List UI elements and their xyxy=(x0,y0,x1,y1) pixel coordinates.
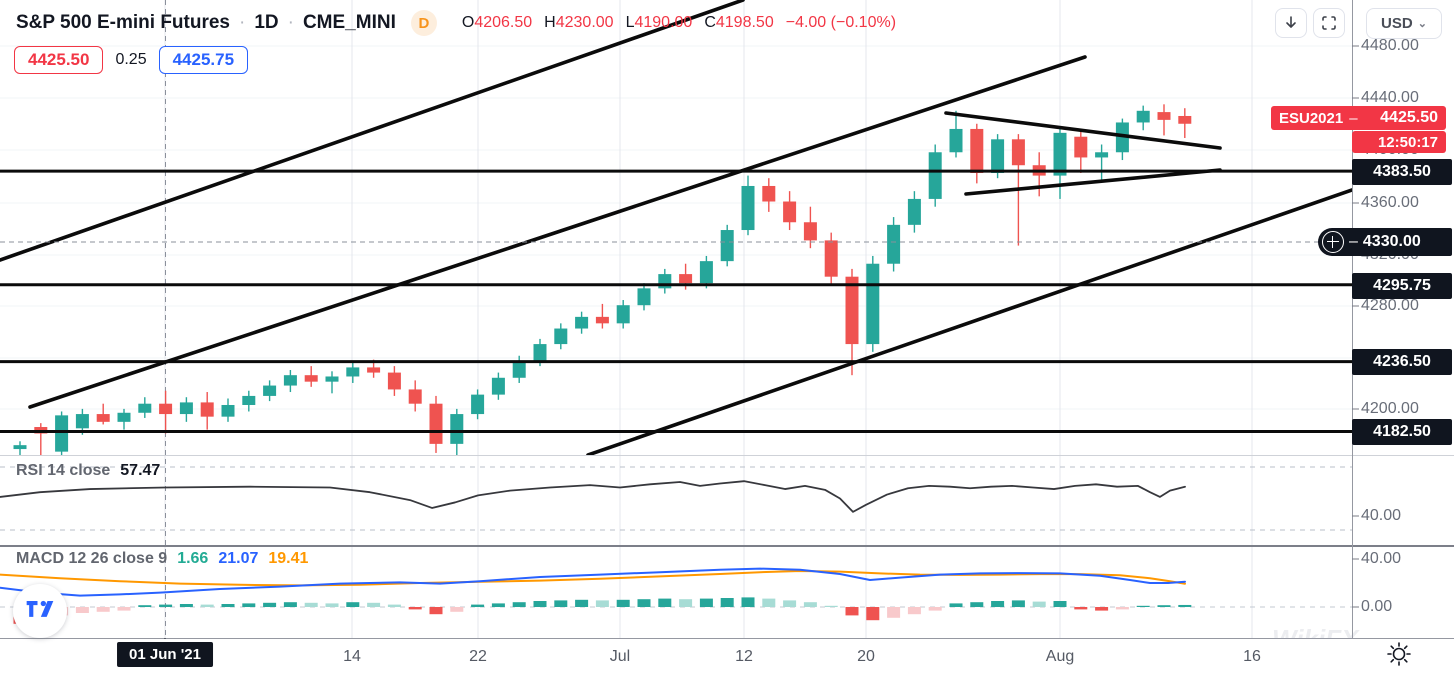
rsi-legend[interactable]: RSI 14 close 57.47 xyxy=(16,462,160,480)
rsi-title: RSI 14 close xyxy=(16,462,111,479)
symbol-title[interactable]: S&P 500 E-mini Futures xyxy=(16,12,230,33)
macd-title: MACD 12 26 close 9 xyxy=(16,550,168,567)
interval-badge[interactable]: D xyxy=(410,10,437,36)
change-value: −4.00 (−0.10%) xyxy=(785,14,897,31)
price-line-label: 4295.75 xyxy=(1352,273,1452,299)
currency-label: USD xyxy=(1381,15,1413,32)
tradingview-logo[interactable] xyxy=(13,584,67,638)
sell-bid-button[interactable]: 4425.50 xyxy=(14,46,104,74)
contract-name: ESU2021 xyxy=(1279,109,1344,127)
crosshair-price-label: – 4330.00 xyxy=(1318,228,1452,256)
macd-signal-value: 19.41 xyxy=(268,550,309,567)
price-axis-tick: 4280.00 xyxy=(1361,297,1419,314)
label-dash: – xyxy=(1349,109,1358,127)
ohlc-readout: O4206.50 H4230.00 L4190.00 C4198.50 −4.0… xyxy=(462,14,896,32)
macd-hist-value: 1.66 xyxy=(177,550,209,567)
open-value: 4206.50 xyxy=(474,14,533,31)
time-axis-label: Jul xyxy=(609,648,631,665)
price-axis-tick: 40.00 xyxy=(1361,507,1402,524)
price-axis-tick: 4360.00 xyxy=(1361,194,1419,211)
last-price-value: 4425.50 xyxy=(1380,109,1438,126)
open-label: O xyxy=(461,14,475,31)
last-price-label: ESU2021 – 4425.50 xyxy=(1271,106,1446,130)
rsi-value: 57.47 xyxy=(120,462,161,479)
price-line-label: 4236.50 xyxy=(1352,349,1452,375)
theme-toggle-button[interactable] xyxy=(1385,640,1413,673)
low-label: L xyxy=(625,14,635,31)
high-value: 4230.00 xyxy=(555,14,614,31)
fullscreen-button[interactable] xyxy=(1313,8,1345,38)
price-axis-tick: 40.00 xyxy=(1361,550,1402,567)
tradingview-logo-icon xyxy=(26,600,54,617)
time-axis-label: 12 xyxy=(735,648,753,665)
exchange-label: CME_MINI xyxy=(302,12,396,33)
quote-row: 4425.50 0.25 4425.75 xyxy=(14,46,249,74)
crosshair-price-value: 4330.00 xyxy=(1362,233,1421,250)
download-arrow-icon xyxy=(1286,16,1296,28)
label-dash: – xyxy=(1349,233,1358,250)
bar-countdown-label: 12:50:17 xyxy=(1352,131,1446,153)
title-separator: · xyxy=(239,12,246,33)
crosshair-time-label: 01 Jun '21 xyxy=(117,642,213,667)
title-separator: · xyxy=(287,12,294,33)
add-alert-plus-icon[interactable] xyxy=(1322,231,1344,253)
macd-line-value: 21.07 xyxy=(218,550,259,567)
time-axis-label: Aug xyxy=(1045,648,1075,665)
price-axis-tick: 4480.00 xyxy=(1361,37,1419,54)
price-axis-tick: 0.00 xyxy=(1361,598,1393,615)
time-axis-label: 14 xyxy=(343,648,361,665)
sun-icon xyxy=(1387,642,1411,666)
time-axis-label: 16 xyxy=(1243,648,1261,665)
interval-label[interactable]: 1D xyxy=(254,12,279,33)
price-line-label: 4383.50 xyxy=(1352,159,1452,185)
close-label: C xyxy=(704,14,716,31)
high-label: H xyxy=(544,14,556,31)
symbol-header: S&P 500 E-mini Futures · 1D · CME_MINI D… xyxy=(16,10,896,36)
save-download-button[interactable] xyxy=(1275,8,1307,38)
currency-selector[interactable]: USD ⌄ xyxy=(1366,8,1442,39)
price-axis-tick: 4200.00 xyxy=(1361,400,1419,417)
fullscreen-icon xyxy=(1322,16,1336,30)
macd-legend[interactable]: MACD 12 26 close 9 1.66 21.07 19.41 xyxy=(16,550,308,568)
chevron-down-icon: ⌄ xyxy=(1417,18,1427,30)
price-axis-tick: 4440.00 xyxy=(1361,89,1419,106)
time-axis[interactable]: 01 Jun '21 14 22 Jul 12 20 Aug 16 xyxy=(0,639,1454,674)
spread-value: 0.25 xyxy=(115,51,147,68)
low-value: 4190.00 xyxy=(634,14,693,31)
close-value: 4198.50 xyxy=(715,14,774,31)
price-line-label: 4182.50 xyxy=(1352,419,1452,445)
time-axis-label: 20 xyxy=(857,648,875,665)
time-axis-label: 22 xyxy=(469,648,487,665)
buy-ask-button[interactable]: 4425.75 xyxy=(158,46,249,74)
